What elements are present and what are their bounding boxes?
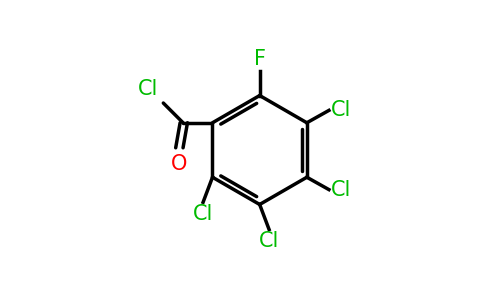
- Text: Cl: Cl: [331, 180, 351, 200]
- Text: Cl: Cl: [331, 100, 351, 120]
- Text: F: F: [254, 49, 266, 69]
- Text: O: O: [171, 154, 187, 174]
- Text: Cl: Cl: [259, 231, 279, 251]
- Text: Cl: Cl: [137, 79, 158, 99]
- Text: Cl: Cl: [193, 204, 213, 224]
